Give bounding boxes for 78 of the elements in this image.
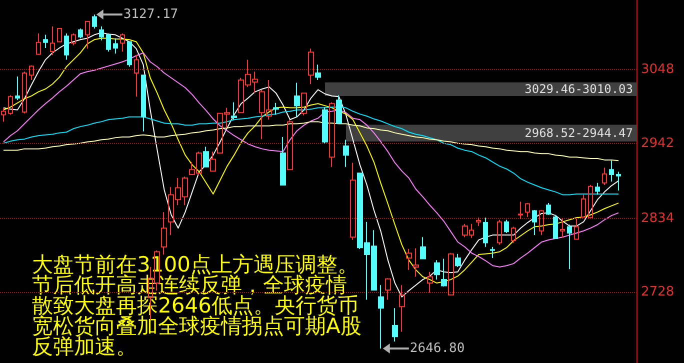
candlestick bbox=[574, 218, 579, 240]
y-tick-label: 2942 bbox=[641, 136, 674, 151]
y-tick-label: 2728 bbox=[641, 284, 674, 300]
candlestick bbox=[322, 106, 328, 144]
candlestick bbox=[92, 14, 97, 30]
candlestick bbox=[308, 48, 314, 85]
candlestick bbox=[343, 139, 349, 168]
candlestick bbox=[511, 226, 516, 244]
candlestick bbox=[29, 64, 34, 80]
candlestick bbox=[8, 94, 13, 116]
candlestick bbox=[127, 41, 132, 68]
candlestick bbox=[113, 38, 118, 54]
candlestick bbox=[78, 28, 83, 39]
candlestick bbox=[106, 32, 111, 52]
candlestick bbox=[476, 217, 481, 227]
candlestick bbox=[595, 182, 600, 196]
candlestick bbox=[427, 271, 433, 294]
candlestick bbox=[99, 26, 104, 41]
candlestick bbox=[378, 284, 384, 350]
candlestick bbox=[448, 252, 454, 296]
candlestick bbox=[399, 284, 405, 332]
candlestick bbox=[497, 219, 502, 246]
candlestick bbox=[329, 102, 335, 168]
candlestick bbox=[1, 107, 6, 122]
candlestick bbox=[406, 248, 412, 270]
candlestick bbox=[504, 219, 509, 234]
candlestick bbox=[588, 184, 593, 218]
candlestick bbox=[301, 92, 307, 116]
y-tick-label: 2834 bbox=[641, 210, 674, 226]
candlestick bbox=[434, 260, 440, 280]
candlestick bbox=[287, 120, 293, 170]
candlestick bbox=[532, 210, 537, 236]
candlestick bbox=[518, 201, 523, 220]
candlestick bbox=[609, 160, 614, 182]
candlestick bbox=[273, 102, 279, 116]
candlestick bbox=[120, 32, 125, 52]
candlestick bbox=[560, 218, 565, 238]
candlestick bbox=[413, 248, 419, 278]
candlestick bbox=[315, 64, 321, 80]
candlestick bbox=[43, 34, 48, 48]
candlestick bbox=[141, 74, 146, 132]
candlestick bbox=[161, 212, 167, 256]
candlestick bbox=[539, 210, 544, 236]
candlestick bbox=[483, 217, 488, 248]
candlestick bbox=[15, 76, 20, 101]
candlestick bbox=[36, 32, 41, 56]
band-label: 3029.46-3010.03 bbox=[524, 82, 633, 96]
candlestick bbox=[336, 94, 342, 124]
candlestick bbox=[385, 278, 391, 300]
candlestick bbox=[50, 26, 55, 56]
candlestick bbox=[280, 136, 286, 186]
candlestick bbox=[455, 253, 461, 268]
candlestick bbox=[441, 258, 447, 288]
candlestick bbox=[602, 167, 607, 186]
candlestick bbox=[71, 32, 76, 46]
candlestick bbox=[294, 82, 300, 118]
candlestick bbox=[57, 28, 62, 42]
candlestick bbox=[203, 146, 209, 168]
y-tick-label: 3048 bbox=[641, 62, 674, 78]
candlestick bbox=[616, 171, 621, 192]
candlestick bbox=[546, 202, 551, 216]
candlestick bbox=[210, 151, 216, 172]
candlestick bbox=[134, 54, 139, 98]
candlestick bbox=[350, 162, 356, 240]
candlestick bbox=[553, 214, 558, 240]
candlestick bbox=[85, 21, 90, 50]
candlestick bbox=[392, 308, 398, 342]
candlestick bbox=[525, 202, 530, 218]
candlestick bbox=[22, 71, 27, 114]
annotation: 2646.80 bbox=[410, 341, 465, 356]
candlestick bbox=[490, 246, 495, 258]
annotation: 3127.17 bbox=[123, 6, 178, 22]
candlestick bbox=[64, 32, 69, 60]
candlestick bbox=[581, 194, 586, 218]
candlestick bbox=[231, 102, 237, 120]
band-label: 2968.52-2944.47 bbox=[524, 126, 633, 140]
candlestick bbox=[567, 224, 572, 270]
candlestick bbox=[420, 236, 426, 260]
